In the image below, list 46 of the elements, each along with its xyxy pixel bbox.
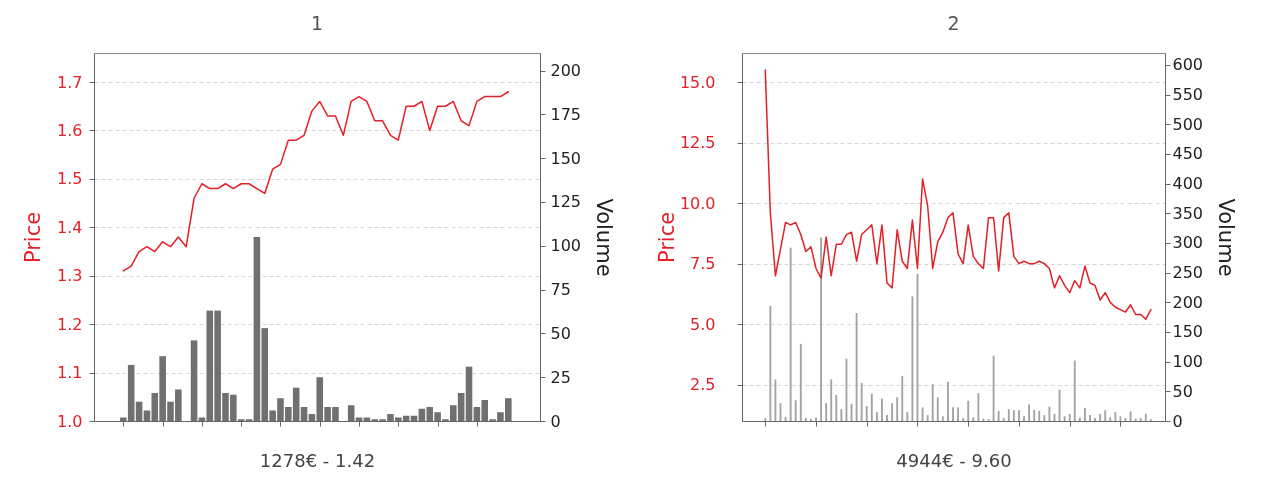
y2-tick-label: 150: [550, 148, 582, 168]
y2-tick-label: 50: [550, 323, 571, 343]
x-axis-title: 1278€ - 1.42: [259, 450, 376, 471]
y-tick-label: 2.5: [690, 375, 716, 395]
y2-tick-label: 25: [550, 367, 571, 387]
y-tick-label: 1.1: [57, 363, 83, 383]
line-series: [122, 90, 510, 272]
y2-tick-label: 50: [1172, 381, 1193, 401]
y2-tick-label: 400: [1172, 174, 1204, 194]
y-tick-label: 7.5: [690, 254, 716, 274]
y2-tick-label: 200: [550, 61, 582, 81]
y2-tick-label: 0: [1172, 411, 1183, 431]
y2-tick-label: 450: [1172, 144, 1204, 164]
y2-tick-label: 100: [1172, 352, 1204, 372]
y-tick-label: 1.0: [57, 411, 83, 431]
y-tick-label: 1.2: [57, 314, 83, 334]
y2-tick-label: 600: [1172, 55, 1204, 75]
y2-tick-label: 150: [1172, 322, 1204, 342]
y-tick-label: 1.5: [57, 169, 83, 189]
y-axis-title: Price: [654, 211, 679, 264]
y2-tick-label: 100: [550, 236, 582, 256]
line-series: [764, 69, 1152, 321]
y2-axis-title: Volume: [1214, 198, 1239, 277]
y2-axis-title: Volume: [592, 198, 617, 277]
y-tick-label: 1.7: [57, 72, 83, 92]
chart-title: 1: [310, 12, 324, 34]
y2-tick-label: 250: [1172, 263, 1204, 283]
y2-tick-label: 550: [1172, 85, 1204, 105]
y2-tick-label: 125: [550, 192, 582, 212]
y-tick-label: 1.4: [57, 217, 83, 237]
y2-tick-label: 200: [1172, 292, 1204, 312]
y2-tick-label: 0: [550, 411, 561, 431]
x-axis-title: 4944€ - 9.60: [896, 450, 1012, 471]
y-tick-label: 5.0: [690, 314, 716, 334]
y2-tick-label: 300: [1172, 233, 1204, 253]
y2-tick-label: 500: [1172, 114, 1204, 134]
y2-tick-label: 175: [550, 104, 582, 124]
y2-tick-label: 350: [1172, 203, 1204, 223]
y-tick-label: 15.0: [679, 72, 716, 92]
y-tick-label: 10.0: [679, 193, 716, 213]
y-tick-label: 12.5: [679, 133, 716, 153]
y2-tick-label: 75: [550, 280, 571, 300]
chart-title: 2: [947, 12, 960, 34]
y-axis-title: Price: [21, 211, 46, 264]
y-tick-label: 1.6: [57, 120, 83, 140]
y-tick-label: 1.3: [57, 266, 83, 286]
